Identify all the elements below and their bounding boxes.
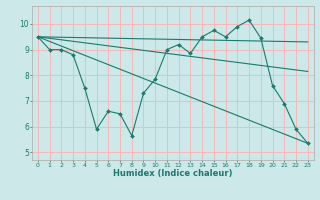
X-axis label: Humidex (Indice chaleur): Humidex (Indice chaleur): [113, 169, 233, 178]
